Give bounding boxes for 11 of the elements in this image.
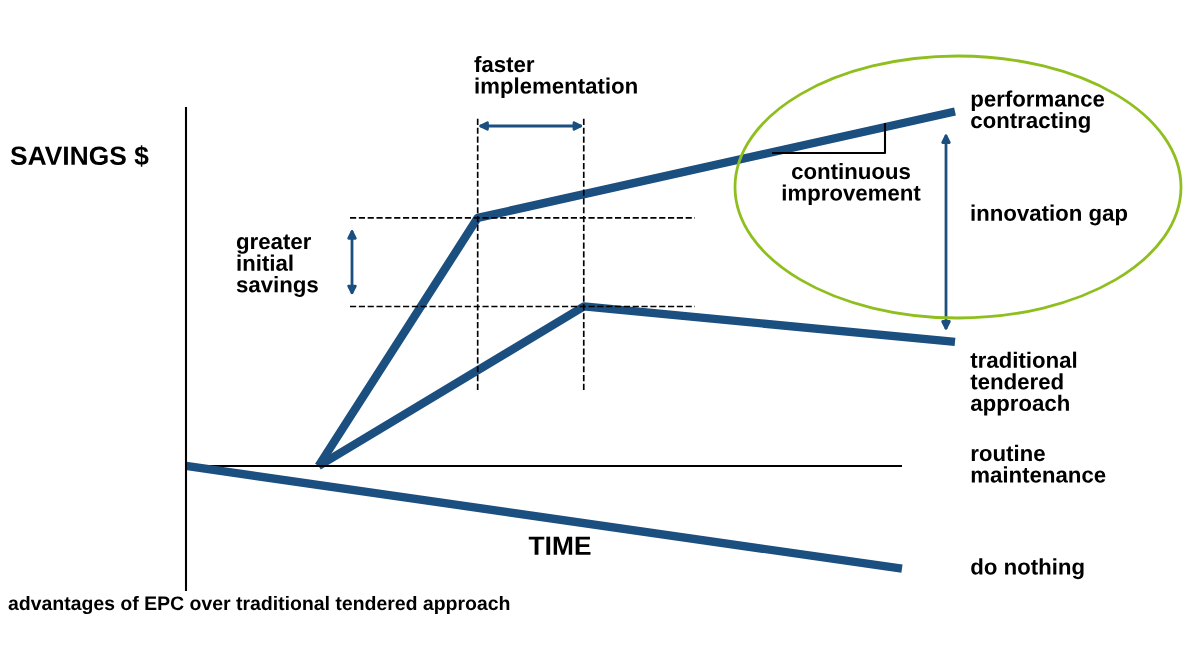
text: do nothing [971,558,1084,580]
text: routine maintenance [971,444,1106,483]
series-label: performance contracting [971,90,1105,133]
text: faster implementation [474,55,637,99]
annotation: continuous improvement [782,162,921,206]
x-axis-title: TIME [528,536,591,555]
text: innovation gap [971,204,1128,226]
y-axis-title: SAVINGS $ [10,145,149,167]
series-label: traditional tendered approach [970,351,1077,416]
text: advantages of EPC over traditional tendered approach [8,595,510,615]
annotation: greater initial savings [236,234,318,297]
